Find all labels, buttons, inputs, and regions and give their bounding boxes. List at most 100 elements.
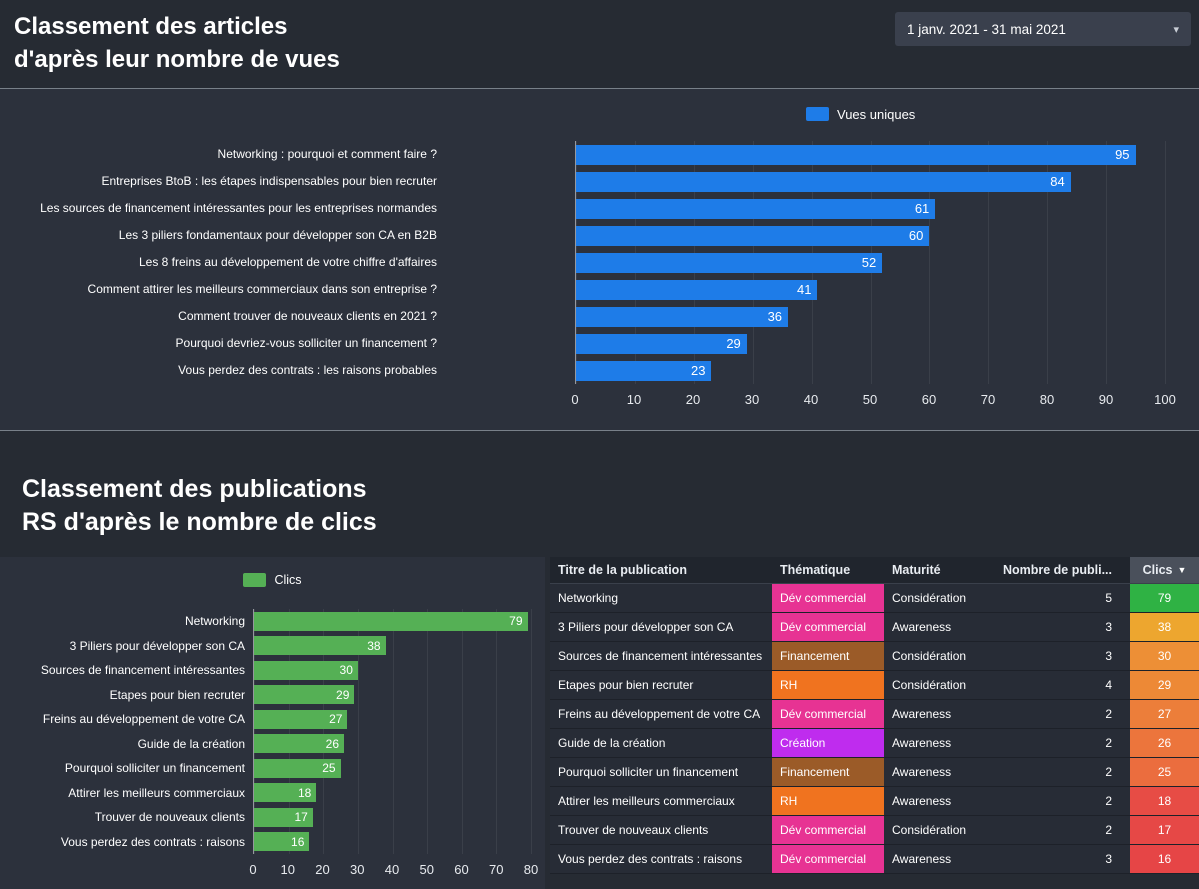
bar: 23 [576,360,712,381]
clics-cell: 17 [1130,816,1199,844]
publications-count-cell: 3 [1105,620,1112,634]
table-row: Sources de financement intéressantes Fina… [550,642,1199,671]
bar-value-label: 29 [336,687,350,702]
title-line-1: Classement des publications [22,475,367,503]
x-tick-label: 70 [980,392,996,407]
bar-row: 52 [576,249,1165,276]
x-tick-label: 40 [384,862,400,877]
clics-cell: 16 [1130,845,1199,873]
maturite-cell: Awareness [892,620,952,634]
x-tick-label: 30 [744,392,760,407]
plot-column: 79 38 30 29 27 26 25 18 17 16 0 10 20 30 40 50 60 70 80 [249,609,538,878]
legend-label: Vues uniques [837,106,916,122]
clics-cell: 30 [1130,642,1199,670]
table-row: Etapes pour bien recruter RH Considération… [550,671,1199,700]
thematique-cell: Financement [772,642,884,670]
bar: 18 [254,783,317,803]
sort-desc-icon: ▼ [1177,565,1187,575]
bar: 29 [254,685,355,705]
x-tick-label: 50 [862,392,878,407]
category-label: Comment attirer les meilleurs commerciau… [87,282,437,296]
publications-count-cell: 2 [1105,765,1112,779]
bar: 79 [254,611,528,631]
maturite-cell: Considération [892,591,967,605]
bar: 29 [576,333,747,354]
publications-count-cell: 2 [1105,736,1112,750]
bar: 60 [576,225,930,246]
articles-views-chart-panel: Vues uniques Networking : pourquoi et co… [0,88,1199,431]
title-line-2: RS d'après le nombre de clics [22,508,377,536]
category-label: Attirer les meilleurs commerciaux [68,785,245,800]
bar-value-label: 60 [908,228,924,243]
legend-swatch [806,107,829,121]
thematique-cell: RH [772,671,884,699]
category-label: Trouver de nouveaux clients [94,810,245,824]
bar-value-label: 52 [861,255,877,270]
clics-cell: 29 [1130,671,1199,699]
thematique-cell: Dév commercial [772,613,884,641]
column-header-maturite[interactable]: Maturité [892,563,941,577]
bar-row: 16 [254,830,531,855]
x-tick-label: 70 [489,862,504,877]
bar-value-label: 25 [322,761,336,776]
bar-row: 41 [576,276,1165,303]
publications-count-cell: 3 [1105,852,1112,866]
bar: 38 [254,636,386,656]
table-row: Pourquoi solliciter un financement Financ… [550,758,1199,787]
plot-column: 95 84 61 60 52 41 36 29 23 0 10 20 30 40 50 60 70 80 90 100 [571,141,1176,408]
gridline [254,609,255,854]
bar-value-label: 41 [797,282,812,297]
thematique-cell: Dév commercial [772,584,884,612]
category-labels: Networking : pourquoi et comment faire ?… [0,141,575,408]
x-tick-label: 100 [1154,392,1176,407]
date-range-picker[interactable]: 1 janv. 2021 - 31 mai 2021 ▾ [895,12,1191,46]
bar-row: 60 [576,222,1165,249]
gridline [323,609,325,854]
table-row: 3 Piliers pour développer son CA Dév comm… [550,613,1199,642]
column-header-titre[interactable]: Titre de la publication [558,563,687,577]
category-label: Etapes pour bien recruter [109,687,245,702]
bar: 36 [576,306,789,327]
x-tick-label: 50 [419,862,434,877]
column-header-clics[interactable]: Clics ▼ [1130,557,1199,583]
thematique-cell: Dév commercial [772,700,884,728]
clics-cell: 38 [1130,613,1199,641]
x-tick-label: 30 [350,862,365,877]
category-label: Networking : pourquoi et comment faire ? [217,147,437,161]
bar-row: 29 [576,330,1165,357]
column-header-thematique[interactable]: Thématique [780,563,851,577]
bar-value-label: 16 [291,834,305,849]
publication-title-cell: 3 Piliers pour développer son CA [558,620,734,634]
category-labels: Networking 3 Piliers pour développer son … [0,609,253,878]
legend-vues-uniques[interactable]: Vues uniques [806,105,1199,123]
maturite-cell: Awareness [892,765,952,779]
table-row: Trouver de nouveaux clients Dév commercia… [550,816,1199,845]
gridline [988,141,990,384]
x-tick-label: 0 [571,392,579,407]
publication-title-cell: Freins au développement de votre CA [558,707,761,721]
category-label: Vous perdez des contrats : raisons [60,834,245,849]
bar: 27 [254,709,348,729]
column-header-nombre-publications[interactable]: Nombre de publi... [1002,563,1112,577]
maturite-cell: Awareness [892,736,952,750]
category-label: Les sources de financement intéressantes… [40,201,437,215]
x-tick-label: 60 [921,392,937,407]
title-line-1: Classement des articles [14,13,288,40]
legend-clics[interactable]: Clics [0,571,545,589]
x-axis: 0 10 20 30 40 50 60 70 80 90 100 [571,384,1175,408]
bar-row: 18 [254,781,531,806]
gridline [531,609,532,854]
publication-title-cell: Trouver de nouveaux clients [558,823,709,837]
publications-count-cell: 3 [1105,649,1112,663]
thematique-cell: Création [772,729,884,757]
bar: 95 [576,144,1136,165]
plot-area: 95 84 61 60 52 41 36 29 23 [575,141,1166,384]
bar-row: 95 [576,141,1165,168]
bar: 84 [576,171,1071,192]
x-tick-label: 80 [523,862,539,877]
publications-count-cell: 2 [1105,707,1112,721]
category-label: 3 Piliers pour développer son CA [69,638,245,653]
maturite-cell: Awareness [892,794,952,808]
gridlines [254,609,532,854]
